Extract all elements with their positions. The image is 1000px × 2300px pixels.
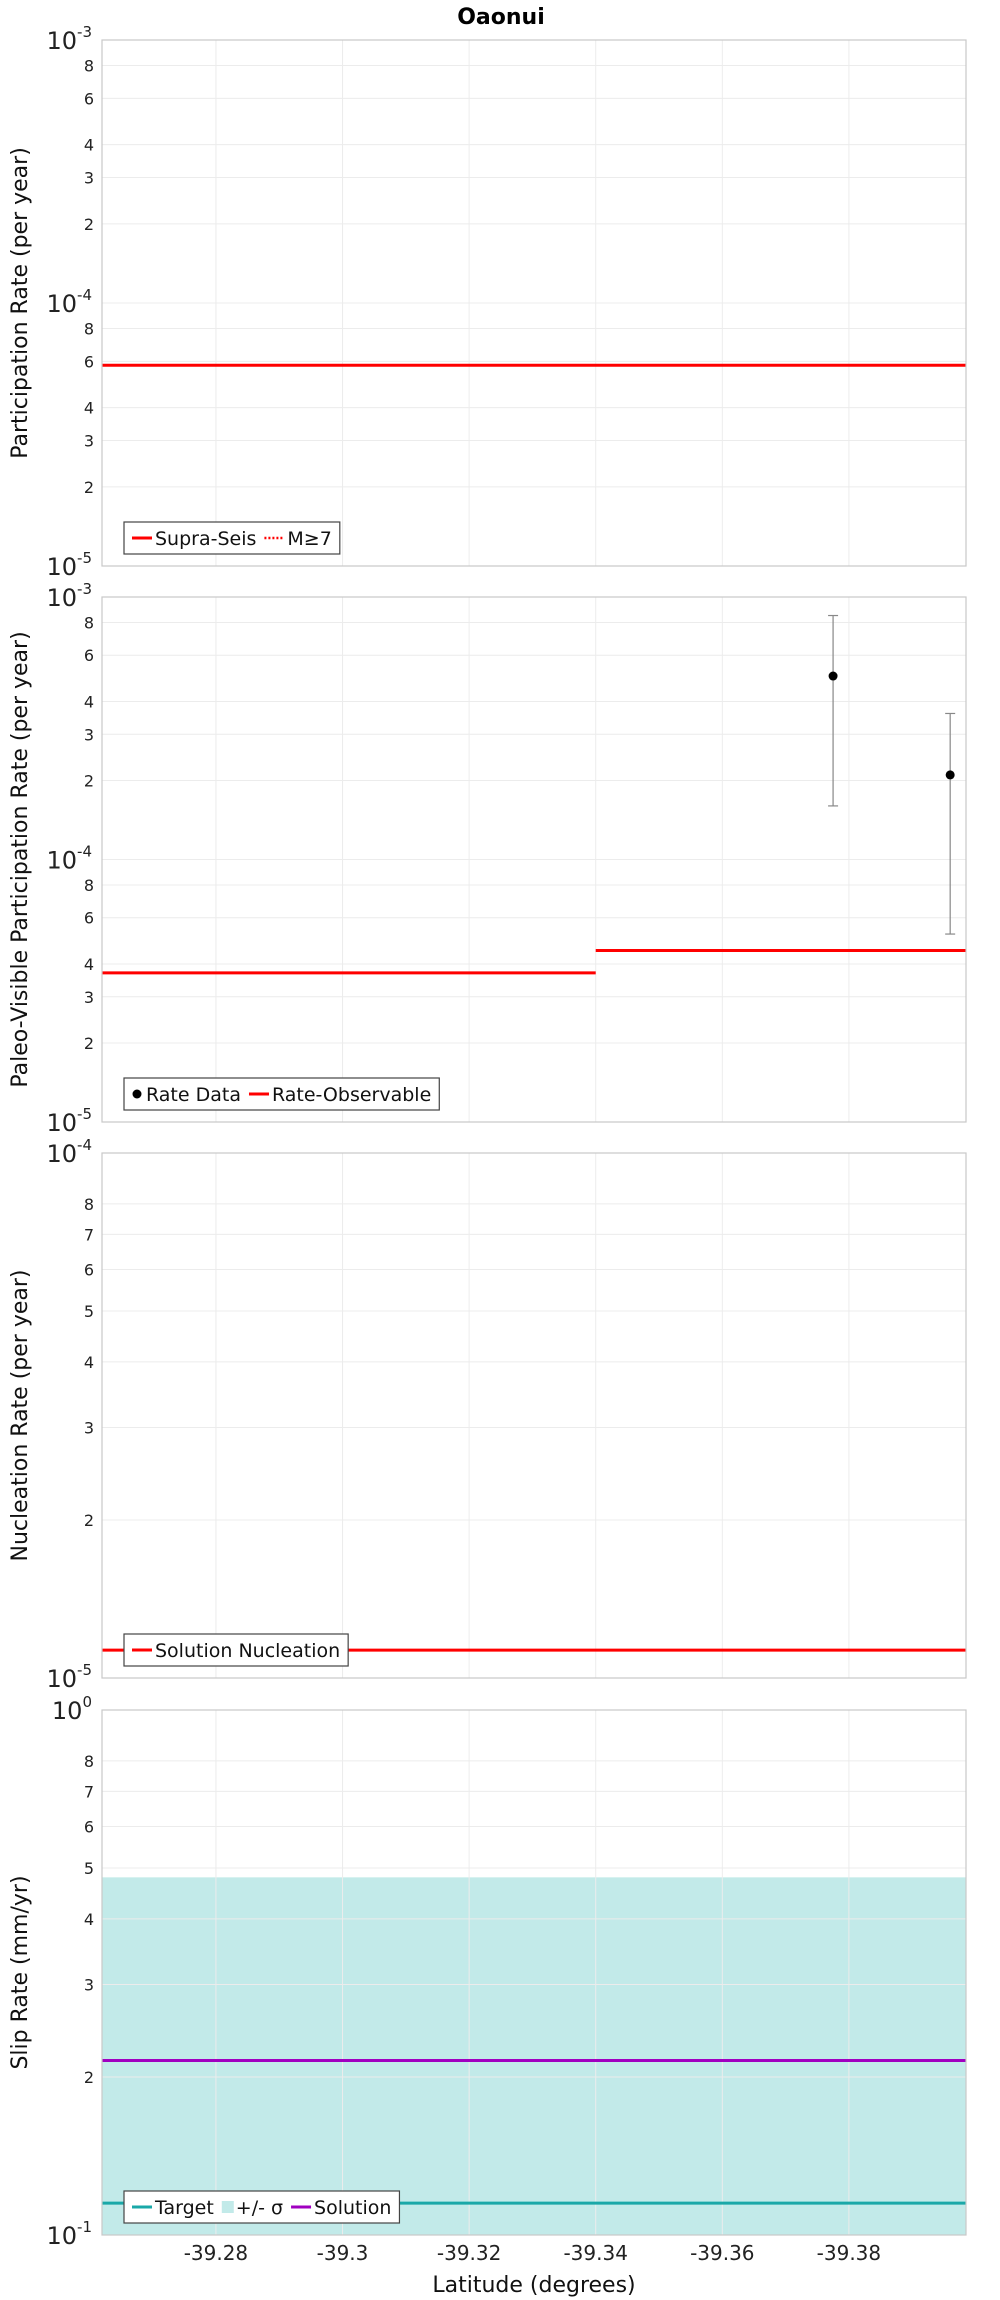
plot-frame: [101, 1152, 967, 1679]
legend: Rate Data Rate-Observable: [123, 1077, 440, 1111]
y-tick-label: 10-4: [46, 843, 92, 875]
y-tick-label: 8: [84, 56, 94, 75]
legend-label: Target: [154, 2197, 214, 2219]
y-axis-title: Nucleation Rate (per year): [8, 1270, 33, 1562]
legend-box: [123, 1077, 440, 1111]
legend-label: Solution: [314, 2197, 391, 2219]
y-tick-label: 10-5: [46, 1661, 92, 1693]
x-axis: -39.28 -39.3 -39.32 -39.34 -39.36 -39.38: [184, 2241, 881, 2265]
y-tick-label: 5: [84, 1302, 94, 1321]
legend-label: Rate Data: [146, 1084, 241, 1106]
x-tick-label: -39.28: [184, 2241, 248, 2265]
y-tick-label: 5: [84, 1859, 94, 1878]
legend-label: +/- σ: [236, 2197, 283, 2219]
data-point: [945, 770, 955, 780]
legend: Solution Nucleation: [123, 1633, 349, 1667]
x-axis-title: Latitude (degrees): [432, 2273, 635, 2298]
chart-panel-3: 10-5 10-4 2 3 4 5 6 7 8 Nucleation Rate (per year…: [8, 1136, 967, 1693]
y-tick-label: 10-4: [46, 286, 92, 318]
plot-frame: [101, 596, 967, 1123]
y-tick-label: 3: [84, 1976, 94, 1995]
y-tick-label: 2: [84, 771, 94, 790]
y-tick-label: 8: [84, 876, 94, 895]
x-tick-label: -39.3: [317, 2241, 369, 2265]
y-tick-label: 10-5: [46, 1105, 92, 1137]
legend-label: Solution Nucleation: [155, 1640, 340, 1662]
legend-label: Rate-Observable: [272, 1084, 431, 1106]
y-tick-label: 6: [84, 89, 94, 108]
y-tick-label: 2: [84, 1511, 94, 1530]
y-tick-label: 4: [84, 136, 94, 155]
legend-swatch-band: [221, 2201, 234, 2213]
y-tick-label: 4: [84, 1910, 94, 1929]
y-tick-label: 4: [84, 955, 94, 974]
y-axis-title: Slip Rate (mm/yr): [8, 1875, 33, 2069]
y-tick-label: 6: [84, 1817, 94, 1836]
y-tick-label: 10-4: [46, 1136, 92, 1168]
x-tick-label: -39.34: [563, 2241, 627, 2265]
x-tick-label: -39.32: [437, 2241, 501, 2265]
sigma-band: [102, 1877, 966, 2235]
plot-frame: [101, 39, 967, 567]
y-tick-label: 3: [84, 1419, 94, 1438]
y-axis-title: Paleo-Visible Participation Rate (per ye…: [8, 631, 33, 1087]
y-tick-label: 8: [84, 1752, 94, 1771]
legend-box: [123, 2190, 401, 2224]
legend-box: [123, 521, 341, 555]
chart-panel-1: 10-5 10-4 10-3 2 3 4 6 8 2 3 4 6 8 Participation Rate…: [8, 23, 967, 581]
legend-label: Supra-Seis: [155, 528, 256, 550]
y-tick-label: 4: [84, 692, 94, 711]
y-tick-label: 3: [84, 432, 94, 451]
y-tick-label: 4: [84, 1353, 94, 1372]
y-tick-label: 10-5: [46, 549, 92, 581]
legend-label: M≥7: [287, 528, 331, 550]
y-tick-label: 2: [84, 2068, 94, 2087]
y-tick-label: 4: [84, 399, 94, 418]
legend-box: [123, 1633, 349, 1667]
y-tick-label: 6: [84, 1260, 94, 1279]
y-tick-label: 6: [84, 646, 94, 665]
figure-title: Oaonui: [457, 5, 545, 30]
x-tick-label: -39.38: [817, 2241, 881, 2265]
y-tick-label: 10-3: [46, 580, 92, 612]
y-tick-label: 100: [52, 1693, 92, 1725]
legend-swatch-dot: [132, 1089, 142, 1099]
y-tick-label: 6: [84, 352, 94, 371]
y-tick-label: 7: [84, 1225, 94, 1244]
y-tick-label: 8: [84, 1195, 94, 1214]
y-tick-label: 3: [84, 988, 94, 1007]
y-tick-label: 7: [84, 1782, 94, 1801]
y-tick-label: 2: [84, 215, 94, 234]
y-tick-label: 3: [84, 169, 94, 188]
y-axis-title: Participation Rate (per year): [8, 147, 33, 459]
y-tick-label: 10-1: [46, 2218, 92, 2250]
y-tick-label: 3: [84, 725, 94, 744]
plot-frame: [101, 1709, 967, 2236]
chart-panel-4: 10-1 100 2 3 4 5 6 7 8 Slip Rate (mm/yr) Target +/-…: [8, 1693, 967, 2250]
y-tick-label: 10-3: [46, 23, 92, 55]
chart-panel-2: 10-5 10-4 10-3 2 3 4 6 8 2 3 4 6 8 Paleo-Visible Part…: [8, 580, 967, 1137]
plot-area: [102, 1153, 966, 1678]
legend: Target +/- σ Solution: [123, 2190, 401, 2224]
x-tick-label: -39.36: [690, 2241, 754, 2265]
y-tick-label: 8: [84, 613, 94, 632]
y-tick-label: 6: [84, 909, 94, 928]
y-tick-label: 2: [84, 478, 94, 497]
y-tick-label: 2: [84, 1034, 94, 1053]
legend: Supra-Seis M≥7: [123, 521, 341, 555]
data-point: [828, 671, 838, 681]
y-tick-label: 8: [84, 319, 94, 338]
